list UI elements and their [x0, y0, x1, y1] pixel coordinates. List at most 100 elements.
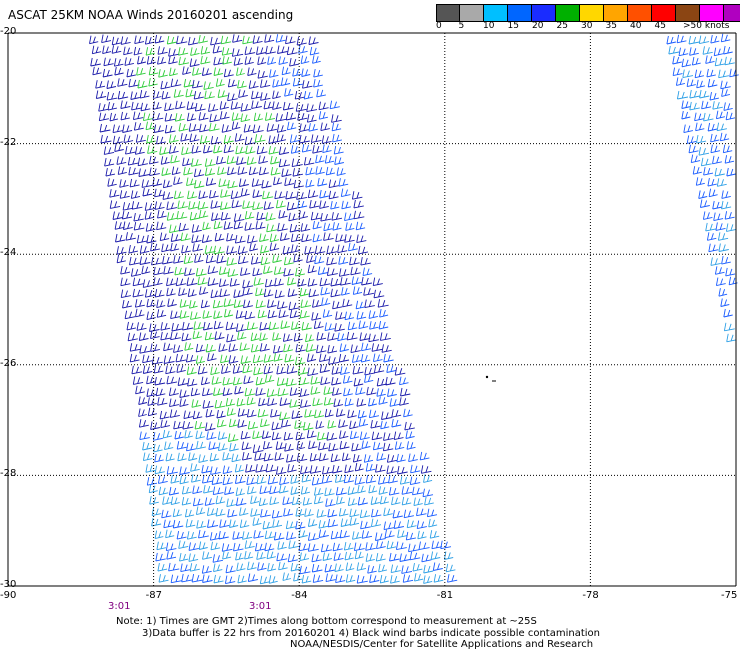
- wind-barb: [716, 178, 727, 187]
- wind-barb: [192, 67, 202, 76]
- wind-barb: [90, 57, 101, 67]
- wind-barb: [284, 88, 294, 97]
- wind-barb: [413, 497, 423, 507]
- legend-color-bar: [436, 4, 740, 22]
- wind-barb: [120, 289, 131, 299]
- wind-barb: [362, 267, 373, 277]
- wind-barb: [295, 267, 305, 277]
- wind-barb: [173, 420, 184, 430]
- wind-barb: [286, 121, 297, 131]
- wind-barb: [149, 323, 160, 332]
- wind-barb: [291, 496, 302, 506]
- wind-barb: [189, 58, 200, 67]
- wind-barb: [375, 553, 386, 562]
- wind-barb: [190, 387, 201, 397]
- wind-barb: [221, 124, 232, 133]
- wind-barb: [216, 419, 227, 428]
- wind-barb: [314, 409, 325, 419]
- wind-barb: [150, 330, 160, 340]
- wind-barb: [309, 465, 322, 474]
- wind-barb: [273, 345, 284, 354]
- wind-barb: [363, 454, 374, 463]
- wind-barb: [232, 376, 243, 386]
- wind-barb: [339, 343, 349, 352]
- wind-barb: [157, 397, 168, 406]
- wind-barb: [266, 123, 277, 132]
- wind-barb: [322, 552, 332, 561]
- wind-barb: [409, 551, 421, 561]
- wind-barb: [300, 299, 312, 309]
- time-label-2: 3:01: [249, 601, 272, 612]
- wind-barb: [278, 484, 289, 494]
- wind-barb: [324, 563, 335, 573]
- wind-barb: [120, 266, 131, 275]
- wind-barb: [125, 146, 136, 155]
- wind-barb: [244, 387, 256, 397]
- wind-barb: [266, 223, 278, 233]
- wind-barb: [357, 409, 367, 419]
- wind-barb: [335, 574, 346, 584]
- wind-barb: [92, 66, 102, 76]
- wind-barb: [315, 154, 325, 164]
- wind-barb: [122, 202, 134, 211]
- wind-barb: [300, 223, 311, 232]
- wind-barb: [272, 254, 282, 263]
- wind-barb: [242, 364, 253, 374]
- wind-barb: [173, 176, 183, 186]
- wind-barb: [252, 35, 263, 44]
- wind-barb: [226, 155, 237, 165]
- wind-barb: [368, 310, 378, 319]
- wind-barb: [344, 551, 354, 561]
- wind-barb: [168, 145, 179, 154]
- wind-barb: [264, 34, 275, 43]
- wind-barb: [235, 552, 244, 561]
- legend-label: 30: [581, 21, 593, 31]
- wind-barb: [317, 266, 329, 275]
- wind-barb: [305, 343, 316, 352]
- wind-barb: [383, 521, 395, 531]
- wind-barb: [192, 79, 203, 89]
- wind-barb: [293, 333, 303, 342]
- wind-barb: [253, 530, 264, 539]
- wind-barb: [169, 224, 180, 234]
- wind-barb: [139, 345, 151, 354]
- wind-barb: [103, 146, 115, 155]
- wind-barb: [211, 212, 221, 221]
- wind-barb: [163, 355, 175, 364]
- wind-barb: [163, 342, 173, 352]
- wind-barb: [153, 443, 163, 453]
- wind-barb: [355, 221, 366, 231]
- wind-barb: [263, 201, 274, 210]
- wind-barb: [186, 531, 197, 540]
- wind-barb: [144, 202, 156, 211]
- wind-barb: [313, 487, 324, 496]
- wind-barb: [227, 78, 238, 88]
- wind-barb: [318, 520, 329, 529]
- wind-barb: [249, 242, 259, 252]
- wind-barb: [205, 422, 216, 431]
- wind-barb: [178, 123, 189, 132]
- wind-barb: [224, 308, 234, 318]
- wind-barb: [109, 200, 121, 209]
- wind-barb: [299, 287, 309, 297]
- wind-barb: [231, 199, 242, 209]
- lon-label: -84: [291, 590, 308, 601]
- wind-barb: [345, 562, 355, 572]
- wind-barb: [213, 320, 224, 330]
- wind-barb: [257, 562, 267, 571]
- wind-barb: [216, 409, 226, 419]
- wind-barb: [328, 442, 339, 452]
- wind-barb: [270, 167, 281, 176]
- wind-barb: [126, 68, 136, 78]
- wind-barb: [150, 343, 160, 352]
- wind-barb: [352, 366, 364, 375]
- wind-barb: [323, 386, 333, 395]
- wind-barb: [221, 47, 233, 56]
- wind-barb: [263, 365, 274, 375]
- wind-barb: [226, 498, 237, 508]
- wind-barb: [119, 179, 129, 188]
- wind-barb: [138, 396, 148, 405]
- wind-barb: [334, 563, 344, 573]
- wind-barb: [696, 135, 707, 144]
